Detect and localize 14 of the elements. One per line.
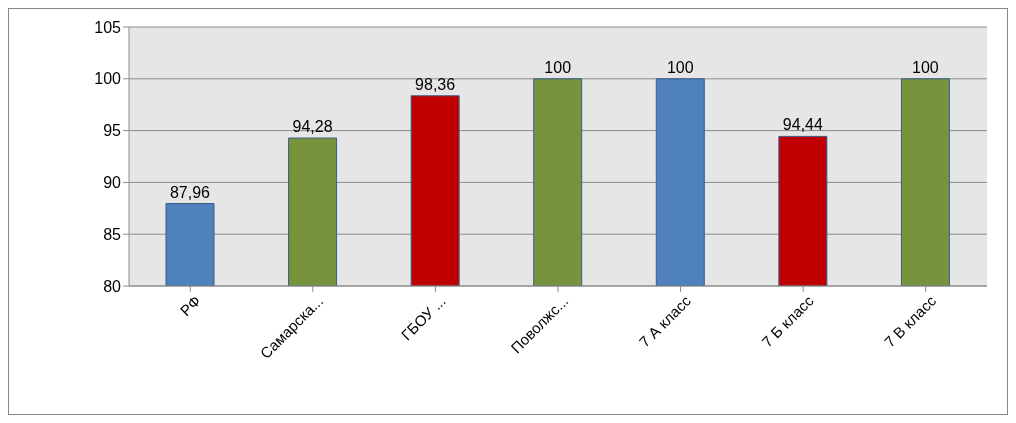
data-label: 94,28 bbox=[292, 118, 333, 136]
y-tick-label: 85 bbox=[103, 225, 122, 243]
y-tick-label: 95 bbox=[103, 122, 122, 140]
data-label: 98,36 bbox=[415, 75, 456, 93]
data-label: 100 bbox=[544, 58, 572, 76]
y-tick-label: 90 bbox=[103, 174, 122, 192]
data-label: 100 bbox=[912, 58, 939, 76]
y-tick-label: 80 bbox=[103, 277, 122, 295]
y-tick-label: 105 bbox=[94, 18, 122, 36]
data-label: 94,44 bbox=[782, 116, 823, 134]
data-label: 87,96 bbox=[169, 183, 211, 201]
y-tick-label: 100 bbox=[94, 70, 122, 88]
data-label: 100 bbox=[666, 58, 694, 76]
x-tick-label: РФ bbox=[176, 292, 204, 320]
